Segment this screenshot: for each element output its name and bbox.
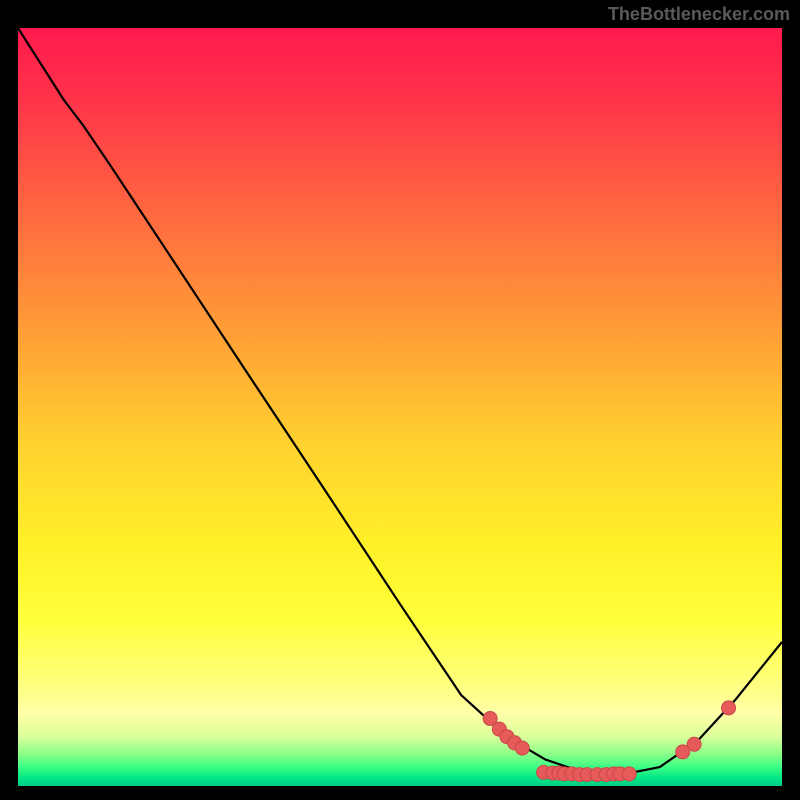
plot-area (18, 28, 782, 786)
data-marker (722, 701, 736, 715)
curve-layer (18, 28, 782, 786)
chart-container: TheBottlenecker.com (0, 0, 800, 800)
bottleneck-curve (18, 28, 782, 775)
watermark-text: TheBottlenecker.com (608, 4, 790, 25)
data-marker (687, 737, 701, 751)
data-marker (622, 767, 636, 781)
data-marker (515, 741, 529, 755)
